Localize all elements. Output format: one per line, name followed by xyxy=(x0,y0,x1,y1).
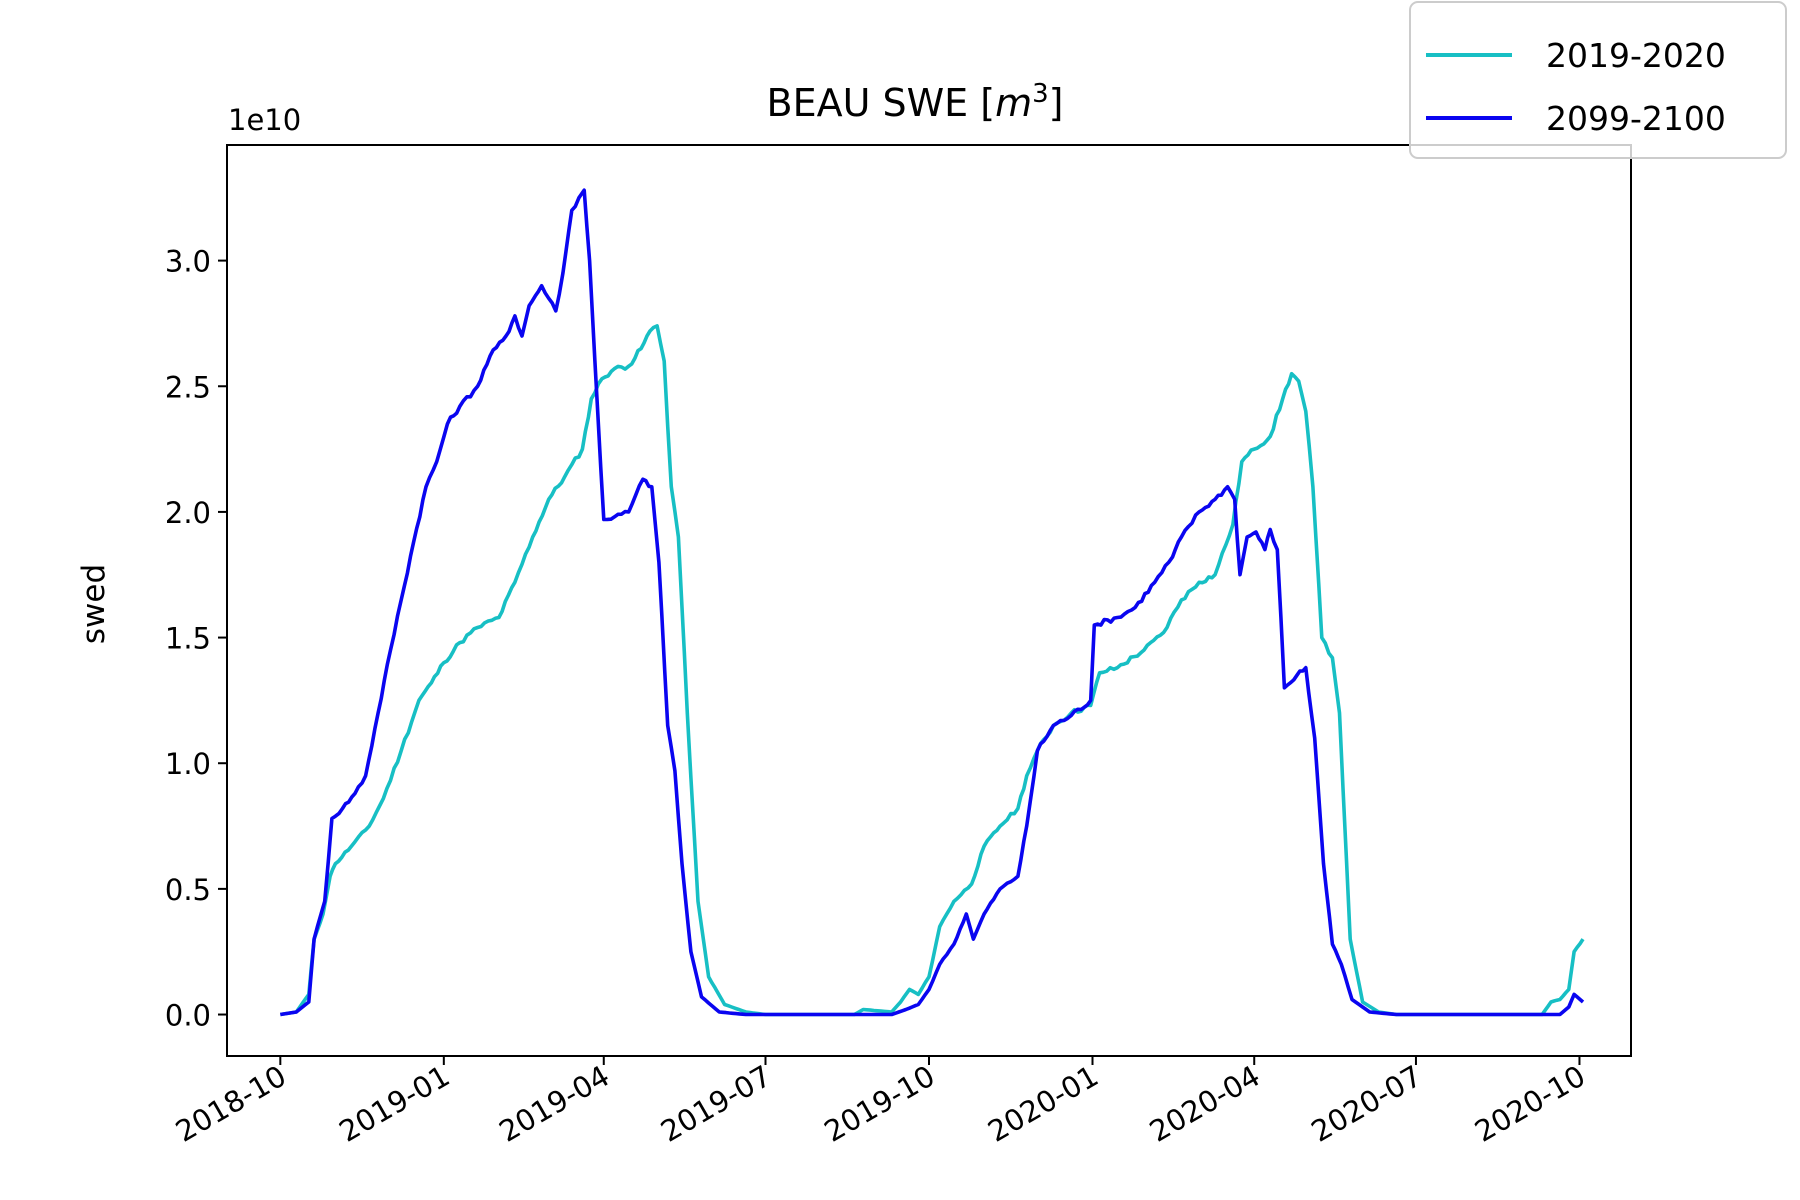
y-tick-label-2-0: 2.0 xyxy=(165,496,211,530)
chart-title: BEAU SWE [m3] xyxy=(767,79,1064,125)
y-tick-label-0-0: 0.0 xyxy=(165,999,211,1033)
y-axis: 0.0 0.5 1.0 1.5 2.0 2.5 3.0 xyxy=(165,245,227,1033)
y-tick-label-1-0: 1.0 xyxy=(165,747,211,781)
plot-area xyxy=(280,188,1585,1017)
series-line-2099-2100 xyxy=(280,188,1585,1017)
legend-label-2099-2100: 2099-2100 xyxy=(1546,99,1726,138)
y-tick-label-3-0: 3.0 xyxy=(165,245,211,279)
y-tick-label-0-5: 0.5 xyxy=(165,873,211,907)
plot-frame xyxy=(226,144,1632,1057)
series-line-2019-2020 xyxy=(280,324,1585,1017)
y-axis-label: swed xyxy=(76,564,112,644)
y-tick-label-1-5: 1.5 xyxy=(165,622,211,656)
legend-label-2019-2020: 2019-2020 xyxy=(1546,36,1726,75)
y-offset-label: 1e10 xyxy=(228,103,301,137)
legend: 2019-2020 2099-2100 xyxy=(1409,1,1787,159)
y-tick-label-2-5: 2.5 xyxy=(165,370,211,404)
